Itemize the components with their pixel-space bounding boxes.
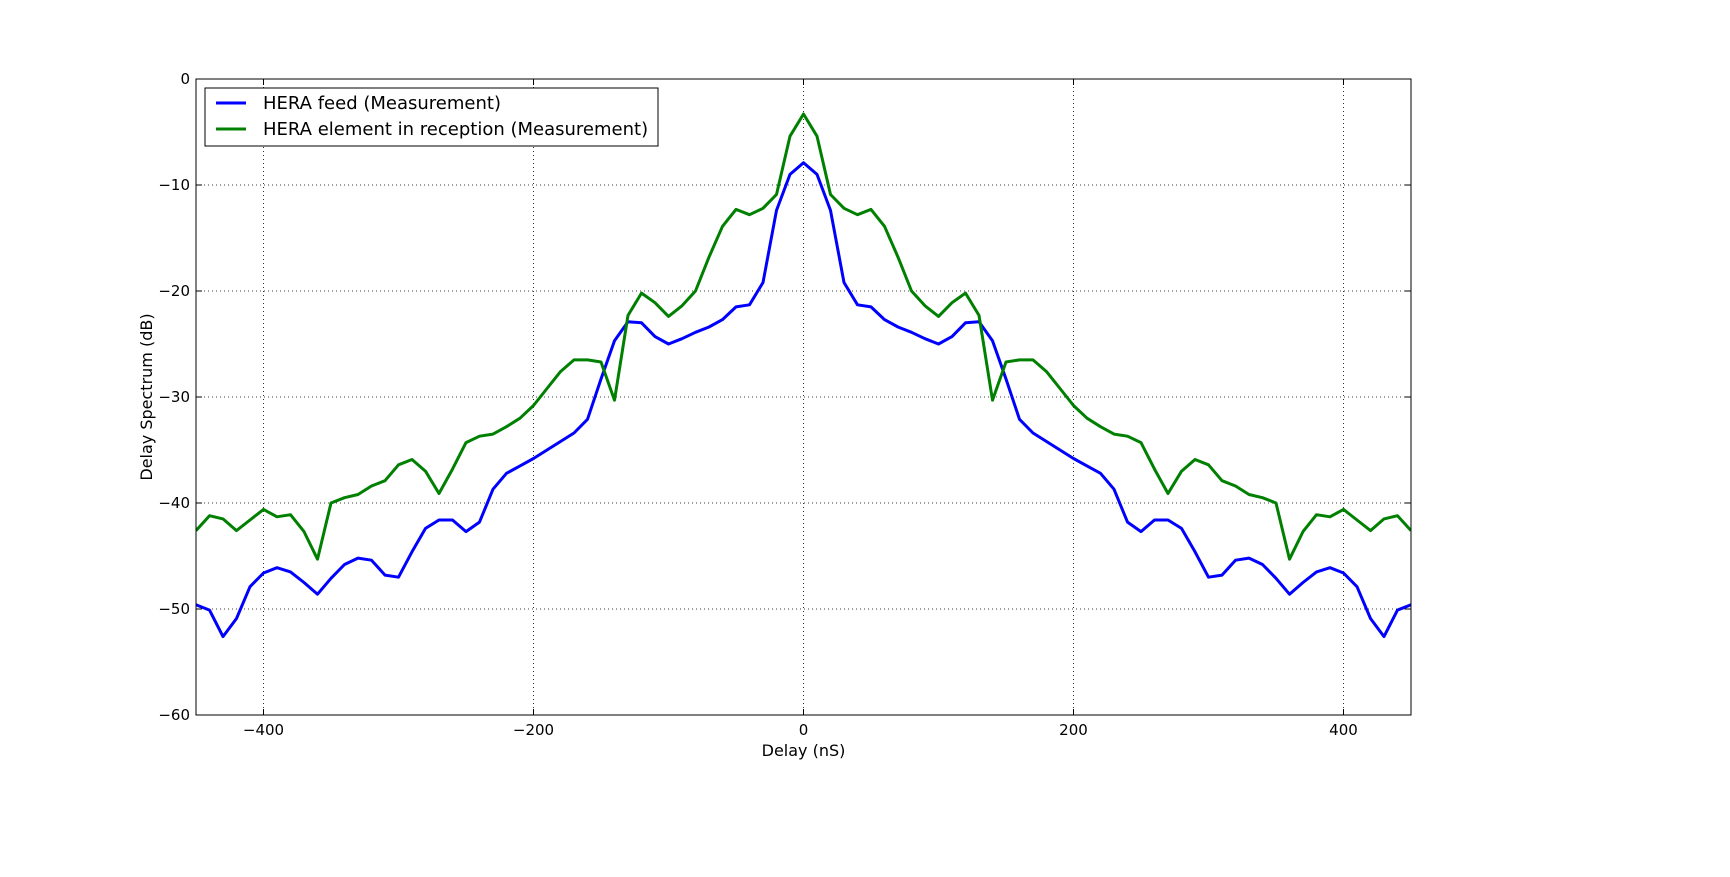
legend: HERA feed (Measurement) HERA element in … [204,87,659,147]
legend-box [204,87,659,147]
series-line-hera-feed [196,161,1411,639]
x-tick-label: 400 [1329,721,1358,739]
legend-label-hera-element: HERA element in reception (Measurement) [263,119,648,140]
x-tick-label: −200 [513,721,554,739]
x-tick-label: −400 [243,721,284,739]
y-tick-label: −50 [158,600,190,618]
y-tick-label: −40 [158,494,190,512]
series-lines [196,112,1411,639]
y-tick-label: −60 [158,706,190,724]
y-tick-label: 0 [180,70,190,88]
series-line-hera-element [196,112,1411,561]
y-tick-label: −30 [158,388,190,406]
axis-ticks: −400 −200 0 200 400 −60 −50 −40 −30 −20 −10 0 [158,70,1411,739]
x-axis-label: Delay (nS) [762,741,846,760]
x-tick-label: 200 [1059,721,1088,739]
y-tick-label: −10 [158,176,190,194]
y-tick-label: −20 [158,282,190,300]
y-axis-label: Delay Spectrum (dB) [137,313,156,480]
x-tick-label: 0 [799,721,809,739]
legend-label-hera-feed: HERA feed (Measurement) [263,93,501,114]
